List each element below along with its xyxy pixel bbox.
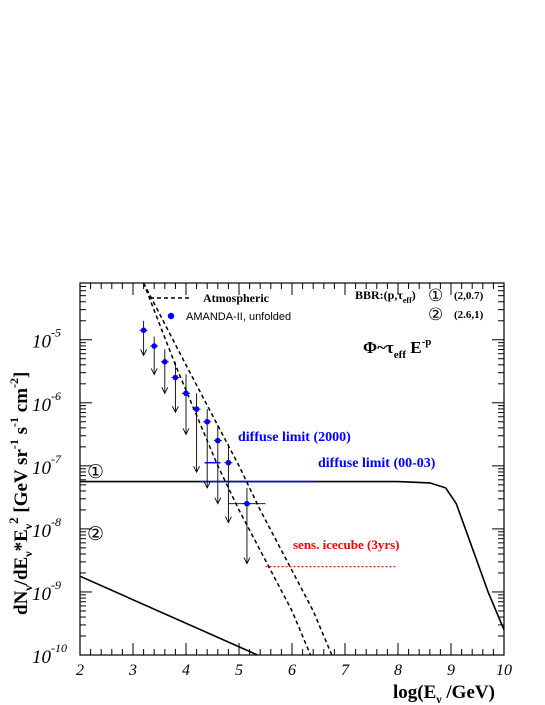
amanda-point	[204, 418, 210, 425]
y-tick-label: 10-10	[32, 641, 67, 668]
error-bar-arrow	[214, 497, 222, 505]
legend-bbr-1-params: (2,0.7)	[454, 290, 484, 302]
icecube-sensitivity-label: sens. icecube (3yrs)	[293, 537, 400, 552]
y-tick-label: 10-5	[32, 326, 61, 353]
y-tick-label: 10-6	[32, 389, 61, 416]
error-bar-arrow	[171, 406, 179, 414]
x-tick-labels: 2 3 4 5 6 7 8 9 10	[76, 662, 512, 679]
x-tick-label: 2	[76, 662, 84, 679]
error-bar-arrow	[203, 481, 211, 489]
diffuse-limit-2000-label: diffuse limit (2000)	[238, 430, 351, 445]
error-bar-arrow	[243, 557, 251, 565]
error-bar-arrow	[182, 428, 190, 436]
y-tick-label: 10-9	[32, 578, 61, 605]
amanda-points	[140, 327, 250, 507]
x-tick-label: 7	[341, 662, 350, 679]
legend-amanda-label: AMANDA-II, unfolded	[186, 311, 291, 323]
amanda-point	[193, 406, 200, 412]
axis-ticks	[79, 283, 505, 656]
amanda-point	[225, 459, 232, 466]
error-bar-arrow	[161, 387, 169, 395]
amanda-point	[140, 327, 147, 334]
amanda-point	[151, 343, 157, 349]
legend-bbr-2-marker: ②	[428, 305, 443, 324]
x-tick-label: 9	[447, 662, 455, 679]
x-tick-label: 8	[394, 662, 402, 679]
amanda-point	[172, 374, 179, 381]
bbr-1-curve	[80, 480, 505, 631]
atmospheric-upper-curve	[142, 282, 333, 656]
legend-atmospheric-label: Atmospheric	[203, 291, 270, 305]
amanda-point	[215, 437, 221, 444]
svg-text:dNν/dEν*Eν2 [GeV sr-1 s-1 cm-2: dNν/dEν*Eν2 [GeV sr-1 s-1 cm-2]	[6, 372, 35, 615]
legend-amanda-marker	[167, 312, 175, 320]
atmospheric-lower-curve	[142, 282, 312, 656]
x-tick-label: 5	[235, 662, 243, 679]
legend-bbr-2-params: (2.6,1)	[454, 309, 484, 321]
amanda-point	[162, 359, 168, 365]
x-tick-label: 4	[182, 662, 190, 679]
y-tick-labels: 10-5 10-6 10-7 10-8 10-9 10-10	[32, 326, 67, 668]
y-tick-label: 10-8	[32, 515, 61, 542]
amanda-point	[244, 500, 250, 507]
x-tick-label: 3	[128, 662, 137, 679]
error-bar-arrow	[224, 516, 232, 524]
curve-1-label: ①	[87, 462, 104, 483]
legend-bbr-1-marker: ①	[428, 286, 443, 305]
x-axis-label: log(Eν /GeV)	[393, 682, 495, 705]
y-axis-label: dNν/dEν*Eν2 [GeV sr-1 s-1 cm-2]	[6, 372, 35, 615]
spectrum-formula: Φ~τeff E-p	[363, 336, 431, 361]
diffuse-limit-0003-label: diffuse limit (00-03)	[318, 456, 436, 471]
error-bar-arrow	[193, 465, 201, 474]
curves	[79, 282, 505, 656]
x-tick-label: 10	[496, 662, 512, 679]
bbr-2-curve	[79, 575, 258, 656]
y-tick-label: 10-7	[32, 452, 62, 479]
x-tick-label: 6	[288, 662, 296, 679]
curve-2-label: ②	[87, 524, 104, 545]
legend-bbr-title: BBR:(p,τeff)	[355, 288, 416, 305]
error-bar-arrow	[140, 349, 148, 357]
error-bar-arrow	[150, 368, 158, 376]
amanda-point	[183, 390, 189, 397]
